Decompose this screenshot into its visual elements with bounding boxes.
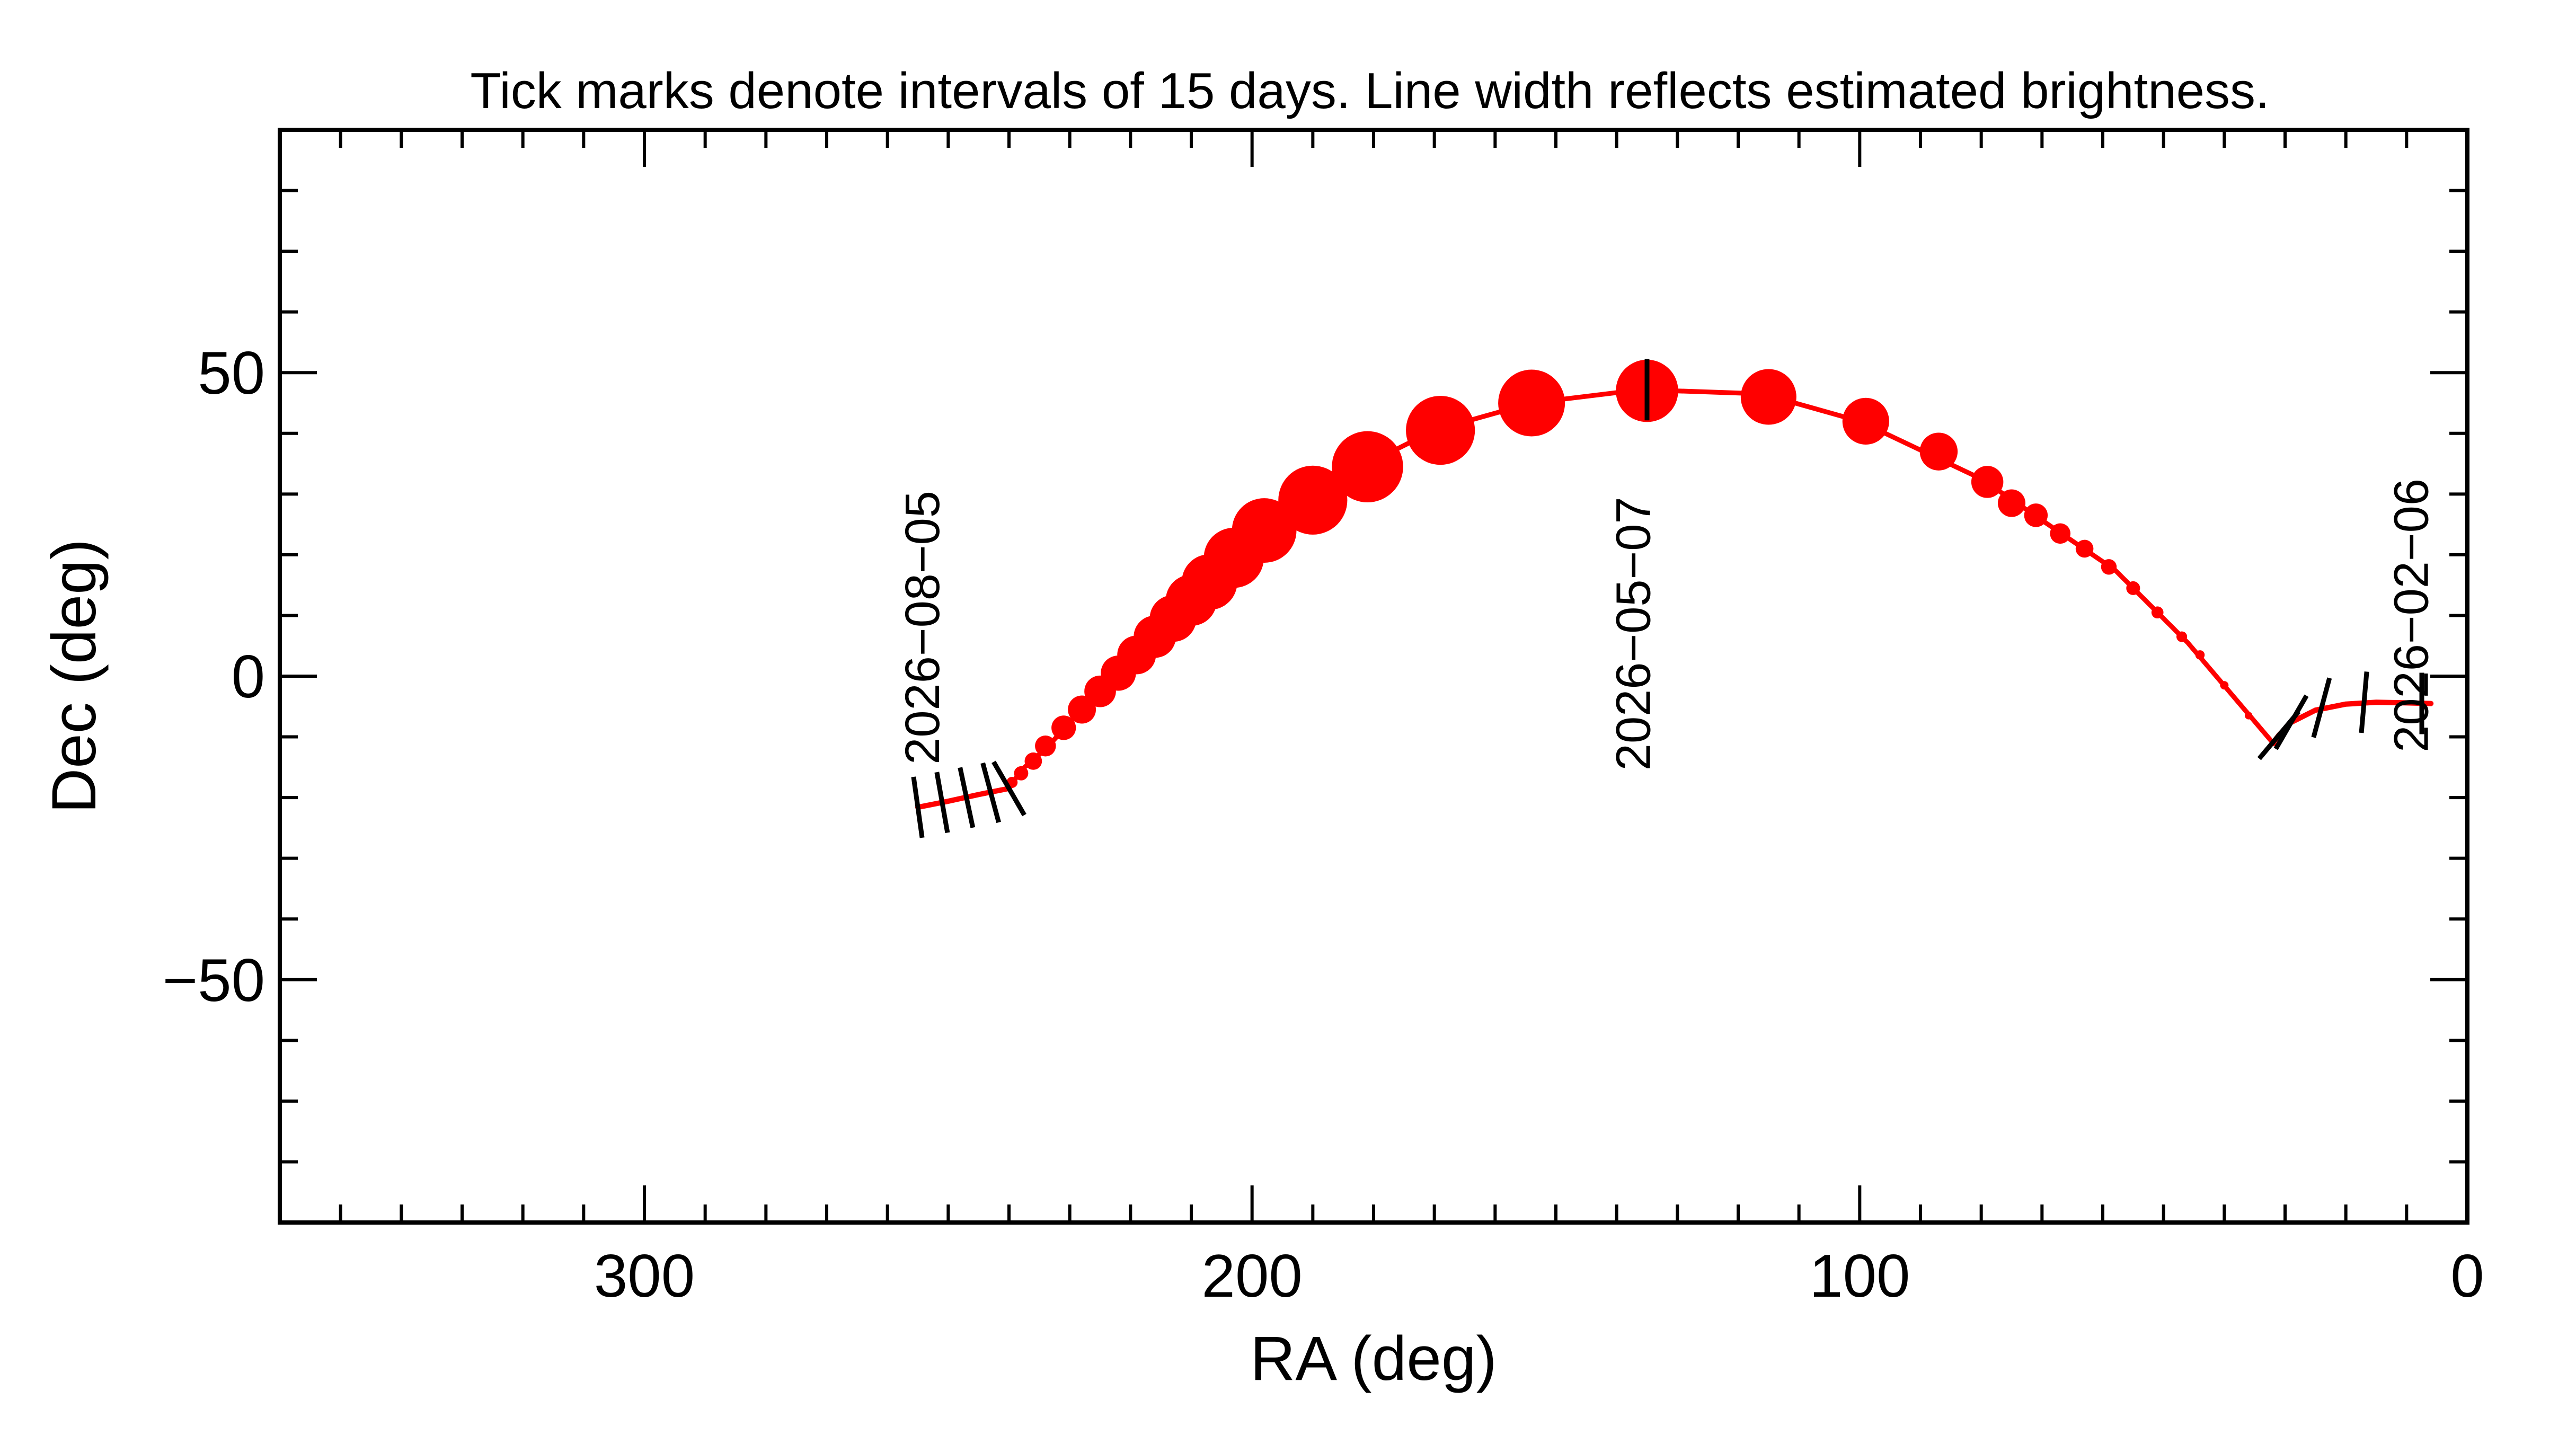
brightness-marker [1406, 395, 1475, 465]
y-tick-label: 50 [198, 340, 265, 407]
y-tick-label: −50 [163, 947, 265, 1014]
brightness-marker [2024, 503, 2048, 527]
brightness-marker [1051, 715, 1076, 740]
x-tick-label: 100 [1809, 1243, 1910, 1310]
brightness-marker [1278, 465, 1348, 535]
brightness-marker [1068, 695, 1096, 724]
brightness-marker [2151, 606, 2164, 619]
x-tick-label: 300 [594, 1243, 695, 1310]
interval-tick [992, 760, 1026, 817]
brightness-marker [2220, 681, 2229, 690]
interval-tick [911, 776, 925, 838]
brightness-marker [1035, 735, 1056, 757]
y-axis-label: Dec (deg) [39, 539, 109, 813]
x-tick-label: 200 [1202, 1243, 1303, 1310]
chart-title: Tick marks denote intervals of 15 days. … [470, 63, 2269, 119]
plot-frame [278, 128, 2469, 1225]
brightness-marker [1919, 432, 1958, 471]
brightness-marker [2176, 631, 2188, 642]
interval-tick [2359, 671, 2369, 733]
x-axis-label: RA (deg) [1250, 1324, 1497, 1394]
date-label: 2026−08−05 [896, 491, 950, 765]
brightness-marker [2075, 539, 2094, 558]
date-label: 2026−02−06 [2385, 479, 2439, 752]
x-axis-ticks: 300 200 100 0 [339, 130, 2484, 1310]
plot-area: 2026−02−06 2026−05−07 2026−08−05 [896, 359, 2439, 838]
brightness-marker [1997, 489, 2026, 517]
brightness-marker [1024, 752, 1042, 770]
brightness-marker [2126, 581, 2140, 595]
brightness-marker [2195, 650, 2205, 660]
interval-tick [934, 772, 950, 834]
y-tick-label: 0 [232, 643, 265, 711]
brightness-marker [1740, 369, 1796, 425]
faint-track-segment [915, 785, 1012, 810]
date-label: 2026−05−07 [1607, 497, 1661, 770]
interval-tick [2311, 677, 2332, 738]
brightness-marker [2050, 523, 2071, 544]
x-tick-label: 0 [2450, 1243, 2484, 1310]
brightness-marker [2101, 559, 2117, 575]
brightness-marker [1971, 466, 2004, 498]
brightness-marker [1084, 675, 1116, 707]
interval-tick [980, 762, 1001, 823]
interval-tick [958, 767, 976, 828]
brightness-marker [2245, 712, 2253, 720]
brightness-marker [1498, 369, 1565, 437]
brightness-marker [1842, 397, 1889, 445]
brightness-marker [1332, 431, 1403, 502]
brightness-marker [1014, 766, 1029, 781]
y-axis-ticks: 50 0 −50 [163, 189, 2467, 1164]
interval-tick [2257, 710, 2301, 760]
